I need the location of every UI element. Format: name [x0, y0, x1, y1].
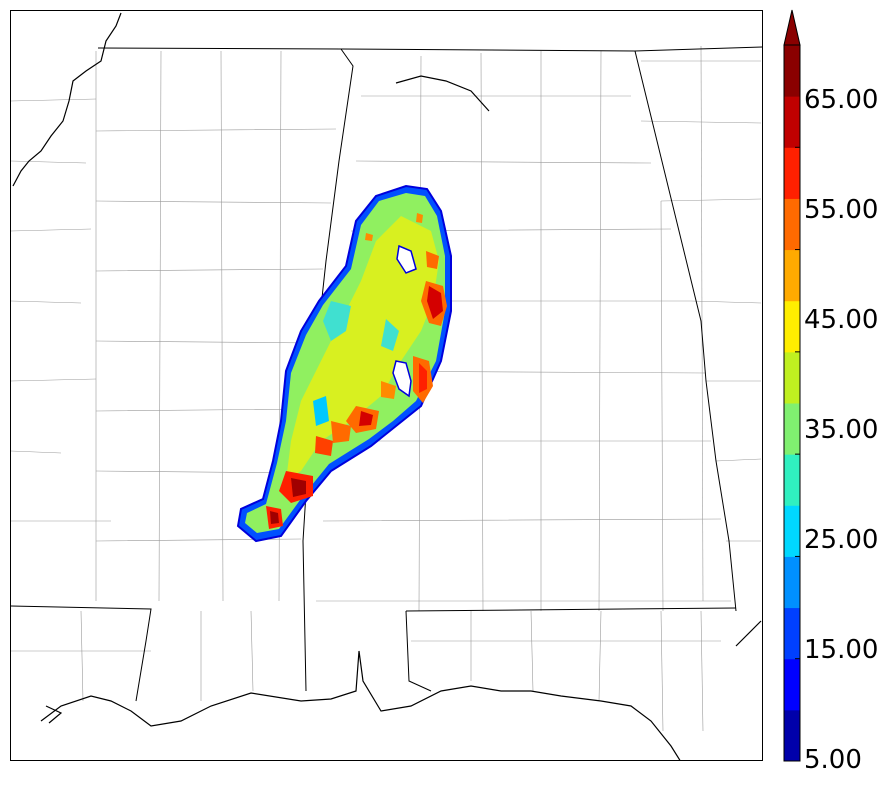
colorbar-bin — [784, 198, 800, 251]
state-borders — [11, 46, 762, 702]
colorbar-tick-label: 15.00 — [804, 635, 879, 665]
colorbar-tick-label: 65.00 — [804, 85, 879, 115]
colorbar-tick-label: 55.00 — [804, 195, 879, 225]
colorbar-tick-label: 45.00 — [804, 305, 879, 335]
colorbar-bin — [784, 709, 800, 762]
map-canvas — [11, 12, 762, 760]
colorbar-bin — [784, 147, 800, 199]
colorbar-bin — [784, 96, 800, 148]
colorbar-bin — [784, 300, 800, 353]
colorbar-extend-arrow — [783, 9, 801, 46]
colorbar-bin — [784, 505, 800, 557]
colorbar-bin — [784, 607, 800, 660]
colorbar-scale — [783, 9, 801, 762]
colorbar-bin — [784, 351, 800, 404]
colorbar-bin — [784, 556, 800, 609]
colorbar-bin — [784, 45, 800, 97]
map-panel — [10, 10, 763, 761]
colorbar: 5.00 15.00 25.00 35.00 45.00 55.00 65.00 — [770, 0, 894, 785]
coastline — [12, 12, 762, 760]
colorbar-bin — [784, 249, 800, 302]
colorbar-tick-label: 5.00 — [804, 745, 862, 775]
county-borders — [11, 45, 762, 732]
colorbar-tick-label: 35.00 — [804, 415, 879, 445]
precipitation-band — [236, 184, 452, 543]
colorbar-bin — [784, 403, 800, 455]
colorbar-bin — [784, 658, 800, 711]
colorbar-bin — [784, 454, 800, 506]
colorbar-tick-label: 25.00 — [804, 525, 879, 555]
colorbar-frame — [783, 44, 801, 762]
